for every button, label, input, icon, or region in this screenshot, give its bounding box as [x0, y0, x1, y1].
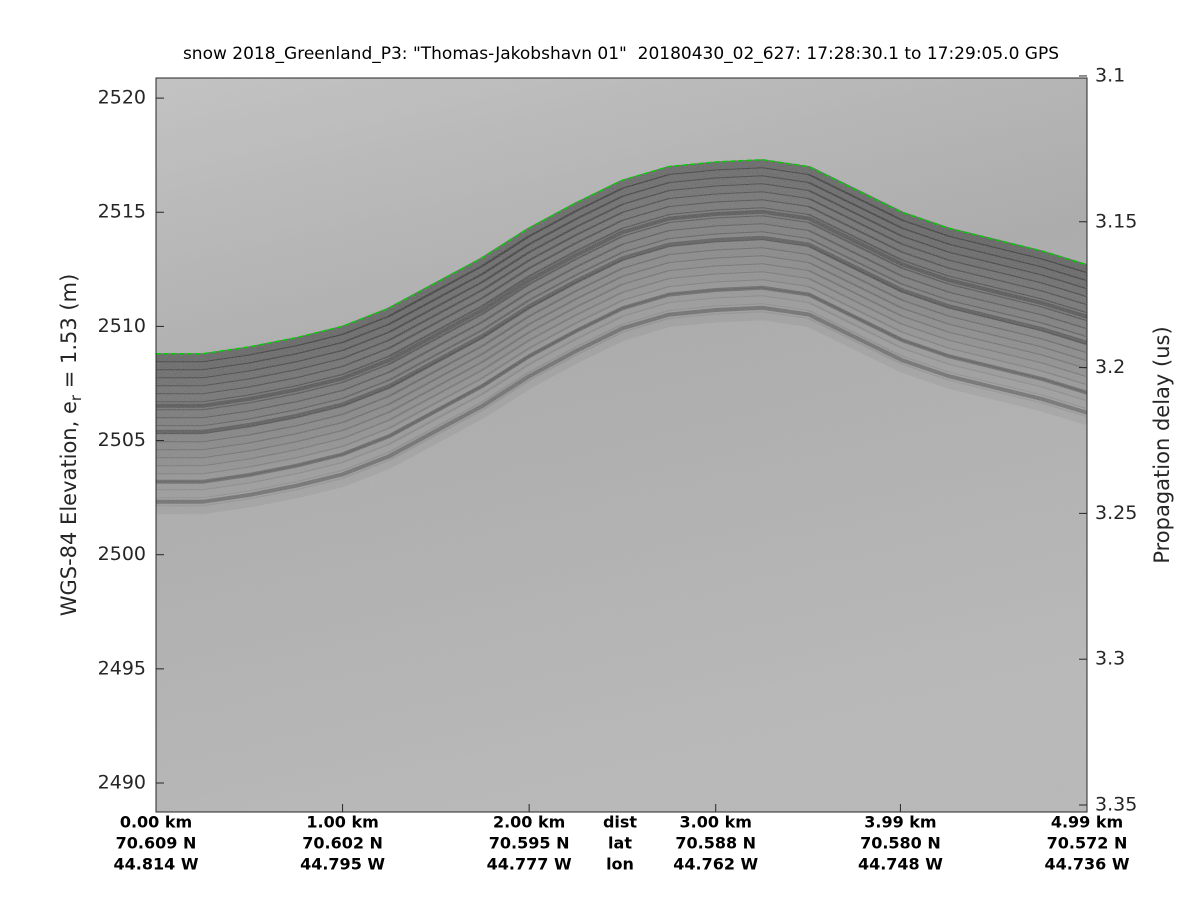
y-tick-label: 2510	[98, 315, 146, 337]
y-tick-label: 2490	[98, 772, 146, 794]
plot-area	[156, 78, 1087, 812]
lon-label: 44.748 W	[858, 855, 943, 874]
lon-label: 44.762 W	[673, 855, 758, 874]
chart-title: snow 2018_Greenland_P3: "Thomas-Jakobsha…	[183, 44, 1059, 64]
lon-label: 44.795 W	[300, 855, 385, 874]
y-tick-label: 2515	[98, 201, 146, 223]
y2-tick-label: 3.25	[1095, 502, 1137, 524]
x-tick-label: 3.99 km	[864, 813, 936, 832]
x-tick-label: 0.00 km	[120, 813, 192, 832]
row-label: lat	[608, 834, 632, 853]
y2-tick-label: 3.35	[1095, 794, 1137, 816]
y-tick-label: 2495	[98, 657, 146, 679]
lon-label: 44.814 W	[114, 855, 199, 874]
y2-tick-label: 3.2	[1095, 356, 1125, 378]
x-tick-label: 3.00 km	[680, 813, 752, 832]
lon-label: 44.736 W	[1045, 855, 1130, 874]
lat-label: 70.595 N	[489, 834, 570, 853]
lon-label: 44.777 W	[487, 855, 572, 874]
x-tick-label: 4.99 km	[1051, 813, 1123, 832]
lat-label: 70.602 N	[302, 834, 383, 853]
y2-tick-label: 3.1	[1095, 64, 1125, 86]
lat-label: 70.609 N	[116, 834, 197, 853]
lat-label: 70.588 N	[675, 834, 756, 853]
x-tick-label: 1.00 km	[306, 813, 378, 832]
y-label-text: = 1.53 (m)	[57, 274, 81, 395]
y2-tick-label: 3.3	[1095, 648, 1125, 670]
y-tick-label: 2505	[98, 429, 146, 451]
surface-line	[156, 158, 1087, 355]
lat-label: 70.572 N	[1047, 834, 1128, 853]
y-label-text: WGS-84 Elevation, e	[57, 401, 81, 616]
axes-box	[155, 77, 1088, 813]
x-tick-label: 2.00 km	[493, 813, 565, 832]
row-label: dist	[603, 813, 637, 832]
lat-label: 70.580 N	[860, 834, 941, 853]
y-label-subscript: r	[67, 394, 85, 401]
row-label: lon	[606, 855, 634, 874]
y-tick-label: 2500	[98, 543, 146, 565]
y2-axis-label: Propagation delay (us)	[1150, 326, 1174, 563]
y-tick-label: 2520	[98, 87, 146, 109]
y2-tick-label: 3.15	[1095, 210, 1137, 232]
noise	[156, 78, 1087, 812]
y-axis-label: WGS-84 Elevation, er = 1.53 (m)	[57, 274, 85, 617]
